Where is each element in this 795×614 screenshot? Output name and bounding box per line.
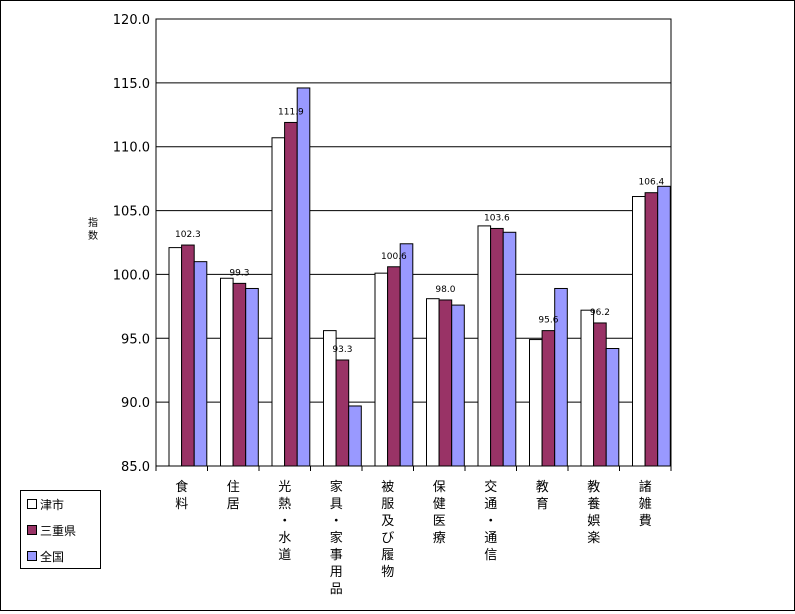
bar	[438, 299, 453, 467]
data-label: 98.0	[435, 285, 455, 295]
legend-swatch	[27, 551, 37, 561]
bar	[426, 298, 440, 467]
data-label: 102.3	[175, 230, 201, 240]
bar	[374, 272, 389, 467]
bar	[529, 339, 543, 467]
data-label: 103.6	[484, 213, 510, 223]
data-label: 95.6	[538, 316, 558, 326]
bar	[605, 348, 620, 467]
bar	[657, 185, 671, 467]
labels: 102.3 99.3 111.9 93.3 100.6 98.0 103.6 95.6 96.2…	[88, 107, 665, 597]
bar	[580, 309, 595, 467]
x-category-label: 諸雑費	[639, 479, 652, 529]
bar	[168, 247, 183, 467]
legend: 津市 三重県 全国	[20, 490, 101, 569]
y-tick-label: 100.0	[113, 268, 150, 283]
x-category-label: 光熱・水道	[278, 480, 291, 563]
bar	[541, 330, 556, 467]
legend-label: 三重県	[40, 523, 77, 538]
legend-swatch	[27, 499, 37, 509]
bar	[220, 277, 234, 467]
bar	[245, 287, 259, 467]
bar	[181, 244, 195, 467]
y-axis-title: 指数	[88, 216, 98, 242]
y-tick-label: 110.0	[113, 141, 150, 156]
bar	[232, 282, 247, 467]
bar	[490, 227, 504, 467]
x-category-label: 家具・家事用品	[330, 479, 343, 597]
bar	[593, 322, 607, 467]
axes: 85.0 90.0 95.0 100.0 105.0 110.0 115.0 120.0	[113, 13, 672, 475]
data-label: 99.3	[229, 268, 249, 278]
y-tick-label: 90.0	[121, 396, 150, 411]
x-category-label: 保健医療	[433, 480, 446, 546]
x-category-label: 食料	[175, 479, 188, 512]
data-label: 106.4	[639, 178, 665, 188]
bar	[271, 137, 286, 467]
data-label: 96.2	[590, 308, 610, 318]
data-label: 93.3	[332, 345, 352, 355]
bar	[335, 359, 350, 467]
bar	[451, 304, 465, 467]
y-tick-label: 115.0	[113, 77, 150, 92]
data-label: 111.9	[278, 107, 304, 117]
bar	[296, 87, 311, 467]
bar	[348, 405, 362, 467]
legend-swatch	[27, 525, 37, 535]
data-label: 100.6	[381, 252, 407, 262]
legend-label: 全国	[40, 549, 65, 564]
bar	[644, 192, 659, 467]
bar	[387, 266, 401, 467]
y-tick-label: 95.0	[121, 332, 150, 347]
x-category-label: 被服及び履物	[381, 480, 394, 580]
x-category-label: 教養娯楽	[587, 479, 600, 546]
bar	[193, 261, 208, 467]
bar	[632, 196, 646, 467]
x-category-label: 交通・通信	[484, 479, 497, 563]
x-category-label: 教育	[536, 479, 549, 512]
bar	[502, 231, 517, 467]
legend-item: 津市	[27, 495, 64, 513]
bar	[477, 225, 492, 467]
bars	[168, 87, 671, 467]
legend-item: 三重県	[27, 521, 76, 539]
y-tick-label: 120.0	[113, 13, 150, 28]
legend-label: 津市	[40, 497, 65, 512]
legend-item: 全国	[27, 547, 64, 565]
x-category-label: 住居	[227, 480, 240, 512]
y-tick-label: 105.0	[113, 205, 150, 220]
y-tick-label: 85.0	[121, 460, 150, 475]
bar	[399, 243, 414, 467]
bar	[284, 121, 298, 467]
